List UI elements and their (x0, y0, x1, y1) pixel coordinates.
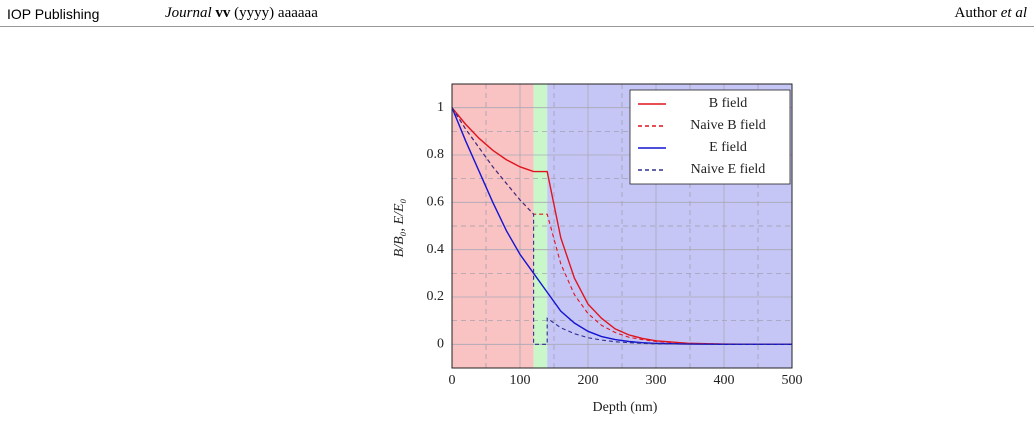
y-tick-label: 0.6 (427, 195, 445, 210)
series-line (451, 107, 792, 346)
y-tick-label: 0.8 (427, 147, 445, 162)
x-tick-label: 100 (510, 373, 531, 388)
x-tick-label: 200 (578, 373, 599, 388)
y-tick-label: 0.2 (427, 289, 445, 304)
author: Author (954, 5, 998, 21)
legend-label: Naive B field (690, 118, 765, 133)
x-tick-label: 500 (782, 373, 803, 388)
publisher: IOP Publishing (7, 6, 100, 22)
journal: Journal (165, 5, 212, 21)
legend-label: Naive E field (691, 162, 766, 177)
y-tick-label: 0.4 (427, 242, 445, 257)
et-al: et al (1000, 5, 1027, 21)
y-tick-label: 1 (437, 100, 444, 115)
year: (yyyy) (234, 5, 275, 21)
volume: vv (215, 5, 231, 21)
legend-box (629, 89, 791, 185)
article: aaaaaa (277, 5, 318, 21)
y-axis-label: B/B₀, E/E₀ (392, 199, 407, 258)
journal-ref: Journal vv (yyyy) aaaaaa (165, 5, 318, 22)
author-ref: Author et al (955, 5, 1028, 22)
x-tick-label: 300 (646, 373, 667, 388)
legend-label: B field (709, 96, 748, 111)
y-tick-label: 0 (437, 337, 444, 352)
x-axis-label: Depth (nm) (593, 400, 658, 415)
series-line (451, 107, 792, 345)
x-tick-label: 0 (449, 373, 456, 388)
x-tick-label: 400 (714, 373, 735, 388)
legend-label: E field (709, 140, 747, 155)
plot-frame (451, 83, 793, 369)
running-header: IOP Publishing Journal vv (yyyy) aaaaaa … (0, 0, 1034, 27)
